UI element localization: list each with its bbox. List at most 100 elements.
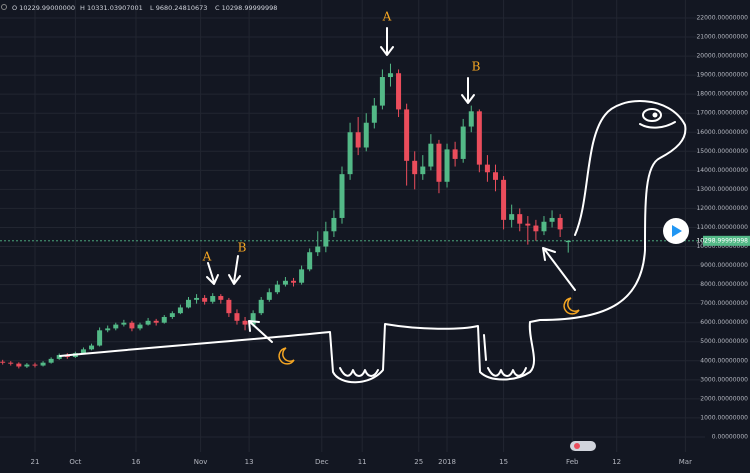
candle-body	[129, 322, 135, 329]
candle-body	[113, 324, 119, 329]
candle-body	[153, 320, 159, 323]
candle-body	[24, 364, 30, 367]
candle-body	[420, 166, 426, 175]
ohlc-low: L 9680.24810673	[150, 4, 207, 12]
y-tick-label: 16000.00000000	[696, 129, 748, 136]
annotation-label: A	[382, 10, 392, 24]
candle-body	[56, 355, 62, 359]
y-tick-label: 5000.00000000	[700, 338, 748, 345]
y-tick-label: 7000.00000000	[700, 300, 748, 307]
play-button[interactable]	[663, 218, 689, 244]
candle-body	[282, 280, 288, 285]
x-tick-label: Mar	[679, 458, 692, 466]
candle-body	[194, 297, 200, 300]
candle-body	[137, 324, 143, 329]
y-tick-label: 15000.00000000	[696, 148, 748, 155]
candle-body	[105, 328, 111, 331]
candle-body	[202, 297, 208, 302]
x-tick-label: 13	[245, 458, 254, 466]
arrows	[206, 27, 576, 343]
candle-body	[565, 240, 571, 243]
y-tick-label: 14000.00000000	[696, 167, 748, 174]
y-tick-label: 8000.00000000	[700, 281, 748, 288]
candle-body	[501, 179, 507, 220]
x-tick-label: 21	[31, 458, 40, 466]
candle-body	[549, 217, 555, 222]
candle-body	[525, 223, 531, 226]
candles	[0, 63, 571, 369]
y-tick-label: 2000.00000000	[700, 395, 748, 402]
annotation-label: A	[202, 250, 212, 264]
candle-body	[266, 292, 272, 300]
y-tick-label: 22000.00000000	[696, 14, 748, 21]
candle-body	[347, 132, 353, 175]
candle-body	[476, 111, 482, 165]
x-tick-label: 16	[132, 458, 141, 466]
candle-body	[8, 362, 14, 364]
candle-body	[484, 164, 490, 173]
candle-body	[234, 313, 240, 321]
y-tick-label: 19000.00000000	[696, 72, 748, 79]
ohlc-close: C 10298.99999998	[215, 4, 277, 12]
candle-body	[371, 105, 377, 123]
y-tick-label: 4000.00000000	[700, 357, 748, 364]
candle-body	[452, 149, 458, 159]
candle-body	[258, 299, 264, 314]
candle-body	[218, 296, 224, 300]
candle-body	[169, 313, 175, 317]
candle-body	[161, 316, 167, 323]
candle-body	[468, 111, 474, 127]
y-tick-label: 18000.00000000	[696, 91, 748, 98]
last-price-label: 10298.99999998	[696, 237, 748, 244]
candle-body	[291, 280, 297, 283]
y-tick-label: 11000.00000000	[696, 224, 748, 231]
moon-doodles	[278, 297, 580, 365]
y-tick-label: 3000.00000000	[700, 376, 748, 383]
y-tick-label: 12000.00000000	[696, 205, 748, 212]
candle-body	[339, 174, 345, 218]
x-tick-label: 2018	[438, 458, 456, 466]
candle-body	[509, 214, 515, 220]
candle-body	[387, 73, 393, 78]
y-tick-label: 9000.00000000	[700, 262, 748, 269]
candle-body	[533, 225, 539, 232]
candle-body	[315, 246, 321, 253]
y-tick-label: 1000.00000000	[700, 414, 748, 421]
grid	[0, 0, 705, 452]
candle-body	[97, 330, 103, 346]
x-tick-label: Oct	[69, 458, 81, 466]
x-tick-label: Dec	[315, 458, 329, 466]
annotation-label: B	[238, 241, 247, 255]
candle-body	[242, 320, 248, 325]
candle-body	[32, 364, 38, 366]
candle-body	[355, 132, 361, 148]
x-tick-label: 15	[499, 458, 508, 466]
candle-body	[145, 320, 151, 325]
y-tick-label: 17000.00000000	[696, 110, 748, 117]
candle-body	[226, 299, 232, 314]
candle-body	[89, 345, 95, 350]
y-tick-label: 13000.00000000	[696, 186, 748, 193]
candle-body	[177, 307, 183, 314]
candle-body	[460, 126, 466, 159]
candle-body	[493, 172, 499, 180]
watermark-icons	[570, 441, 596, 451]
candle-body	[40, 362, 46, 366]
candle-body	[274, 284, 280, 293]
candle-body	[48, 358, 54, 363]
y-tick-label: 20000.00000000	[696, 53, 748, 60]
dinosaur-drawing	[59, 100, 687, 384]
candle-body	[444, 149, 450, 182]
y-tick-label: 0.00000000	[712, 433, 748, 440]
candle-body	[210, 296, 216, 302]
y-tick-label: 6000.00000000	[700, 319, 748, 326]
candle-body	[557, 217, 563, 230]
candle-body	[121, 322, 127, 325]
candle-body	[250, 313, 256, 325]
candle-body	[363, 122, 369, 148]
x-tick-label: 25	[414, 458, 423, 466]
ohlc-high: H 10331.03907001	[80, 4, 143, 12]
candle-body	[16, 363, 22, 367]
candle-body	[379, 77, 385, 106]
